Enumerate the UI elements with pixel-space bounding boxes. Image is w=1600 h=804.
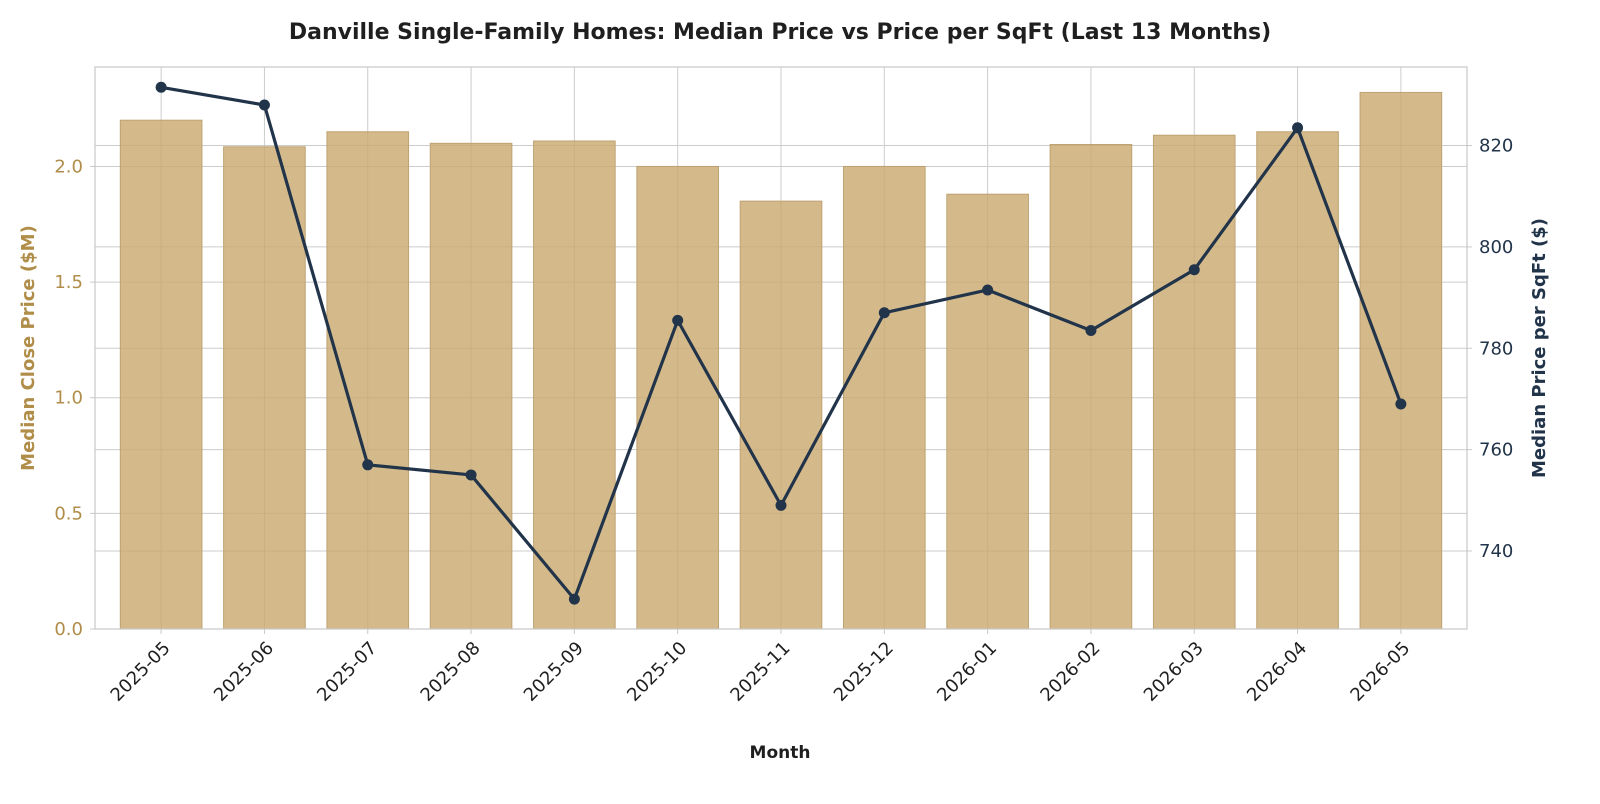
- bar: [326, 131, 410, 630]
- line-point: [775, 499, 787, 511]
- x-axis-label: Month: [750, 743, 811, 763]
- line-point: [1292, 122, 1304, 134]
- line-point: [362, 459, 374, 471]
- tick-label-left: 1.0: [54, 388, 83, 409]
- tick-label-x: 2026-02: [1036, 638, 1104, 706]
- bar: [223, 146, 306, 630]
- bar: [843, 165, 926, 630]
- y-axis-right-label: Median Price per SqFt ($): [1529, 218, 1550, 478]
- x-axis-ticks: 2025-05 2025-06 2025-07 2025-08 2025-09 2025-…: [107, 629, 1414, 706]
- line-point: [1188, 264, 1200, 276]
- tick-label-x: 2025-12: [830, 638, 898, 706]
- tick-label-left: 0.5: [54, 503, 83, 524]
- line-point: [568, 593, 580, 605]
- line-point: [465, 469, 477, 481]
- line-point: [672, 314, 684, 326]
- bar: [429, 142, 513, 630]
- tick-label-left: 1.5: [54, 272, 83, 293]
- tick-label-right: 780: [1479, 338, 1513, 359]
- bar: [1152, 134, 1236, 630]
- bar: [739, 200, 823, 630]
- tick-label-x: 2025-10: [623, 638, 691, 706]
- tick-label-x: 2025-09: [520, 638, 588, 706]
- bar: [533, 140, 616, 630]
- tick-label-left: 0.0: [54, 619, 83, 640]
- line-point: [982, 284, 994, 296]
- tick-label-x: 2025-06: [210, 638, 278, 706]
- tick-label-right: 760: [1479, 440, 1513, 461]
- tick-label-right: 740: [1479, 541, 1513, 562]
- chart-title: Danville Single-Family Homes: Median Pri…: [289, 20, 1271, 45]
- tick-label-x: 2025-05: [107, 638, 175, 706]
- y-axis-left-ticks: 0.0 0.5 1.0 1.5 2.0: [54, 156, 95, 640]
- tick-label-right: 820: [1479, 136, 1513, 157]
- tick-label-x: 2026-05: [1346, 638, 1414, 706]
- line-series: [155, 81, 1407, 605]
- tick-label-x: 2025-07: [313, 638, 381, 706]
- line-point: [258, 99, 270, 111]
- line-point: [878, 307, 890, 319]
- line-point: [1085, 325, 1097, 337]
- bar: [119, 119, 203, 630]
- tick-label-x: 2025-11: [726, 638, 794, 706]
- tick-label-x: 2026-04: [1243, 638, 1311, 706]
- bar-series: [119, 91, 1443, 630]
- line-point: [1395, 398, 1407, 410]
- tick-label-x: 2025-08: [417, 638, 485, 706]
- bar: [1049, 143, 1133, 630]
- bar: [1359, 91, 1443, 630]
- y-axis-left-label: Median Close Price ($M): [18, 225, 39, 471]
- tick-label-left: 2.0: [54, 156, 83, 177]
- tick-label-x: 2026-03: [1140, 638, 1208, 706]
- y-axis-right-ticks: 740 760 780 800 820: [1467, 136, 1513, 562]
- tick-label-right: 800: [1479, 237, 1513, 258]
- tick-label-x: 2026-01: [933, 638, 1001, 706]
- bar: [946, 193, 1029, 630]
- line-point: [155, 81, 167, 93]
